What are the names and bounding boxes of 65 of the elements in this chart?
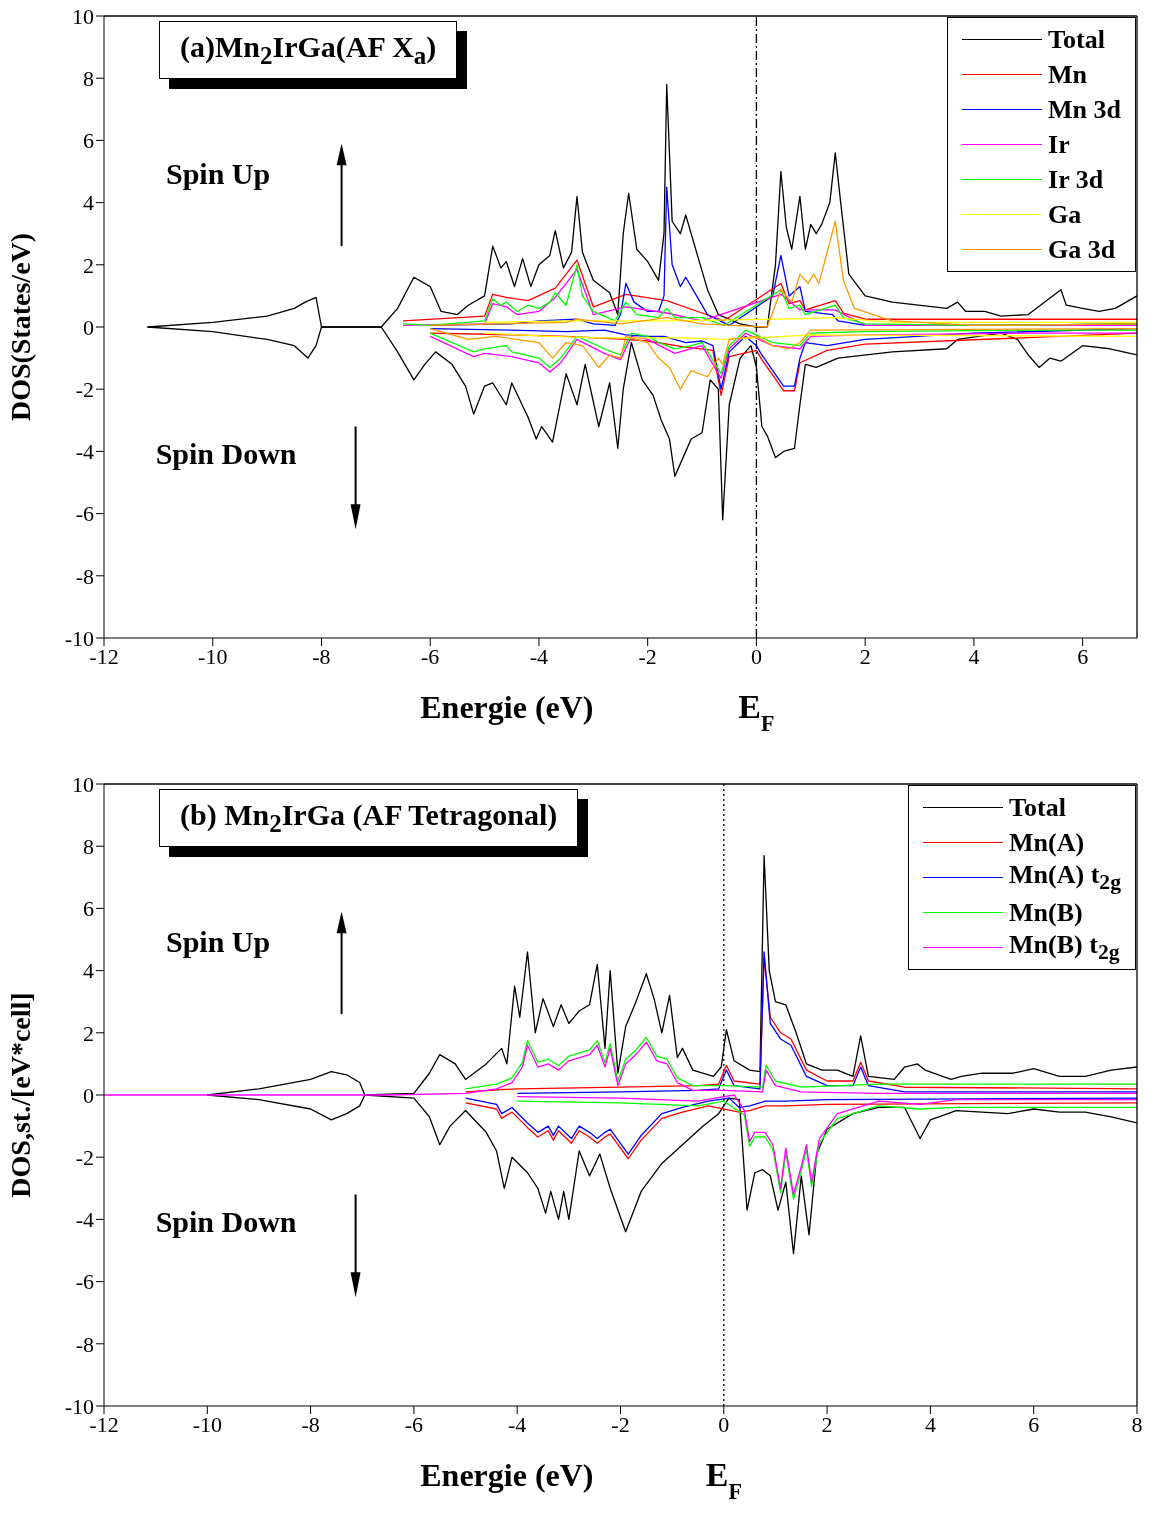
x-tick-label: 4 bbox=[968, 643, 980, 669]
y-tick-label: 6 bbox=[83, 128, 94, 154]
legend-label: Total bbox=[1048, 24, 1105, 55]
legend-label: Mn 3d bbox=[1048, 94, 1121, 125]
x-tick-label: -8 bbox=[312, 643, 331, 669]
y-axis-title: DOS(States/eV) bbox=[4, 232, 36, 422]
y-tick-label: -2 bbox=[75, 1145, 94, 1171]
legend-label: Mn(A) bbox=[1009, 827, 1085, 858]
x-tick-label: -2 bbox=[611, 1411, 630, 1437]
ref-line-label: E$_{F}$ bbox=[738, 688, 775, 736]
y-tick-label: -8 bbox=[75, 563, 94, 589]
text: (a)Mn$_{2}$IrGa(AF X$_{a}$) bbox=[159, 21, 458, 79]
text: (b) Mn$_{2}$IrGa (AF Tetragonal) bbox=[159, 789, 579, 847]
x-tick-label: -2 bbox=[638, 643, 657, 669]
x-tick-label: -10 bbox=[198, 643, 228, 669]
x-tick-label: 4 bbox=[924, 1411, 936, 1437]
y-tick-label: 0 bbox=[83, 314, 94, 340]
y-tick-label: 4 bbox=[83, 190, 94, 216]
y-tick-label: -10 bbox=[64, 1393, 94, 1419]
legend-label: Ga bbox=[1048, 199, 1082, 230]
x-tick-label: -4 bbox=[508, 1411, 527, 1437]
x-tick-label: -6 bbox=[421, 643, 440, 669]
y-tick-label: 4 bbox=[83, 958, 94, 984]
y-tick-label: -8 bbox=[75, 1331, 94, 1357]
y-tick-label: 2 bbox=[83, 252, 94, 278]
y-axis-title: DOS,st./[eV*cell] bbox=[4, 992, 36, 1198]
annotation: Spin Up bbox=[165, 924, 271, 958]
legend-label: Mn(B) t$_{2g}$ bbox=[1009, 929, 1120, 966]
x-tick-label: 2 bbox=[821, 1411, 833, 1437]
y-tick-label: -4 bbox=[75, 1207, 94, 1233]
y-tick-label: -2 bbox=[75, 377, 94, 403]
y-tick-label: 10 bbox=[72, 3, 94, 29]
x-tick-label: -10 bbox=[192, 1411, 222, 1437]
y-tick-label: 8 bbox=[83, 66, 94, 92]
y-tick-label: -4 bbox=[75, 439, 94, 465]
y-tick-label: 6 bbox=[83, 896, 94, 922]
legend-label: Ga 3d bbox=[1048, 234, 1116, 265]
x-tick-label: 6 bbox=[1077, 643, 1089, 669]
legend-label: Ir 3d bbox=[1048, 164, 1104, 195]
x-axis-title: Energie (eV) bbox=[420, 689, 594, 725]
legend-label: Mn bbox=[1048, 59, 1088, 90]
legend-label: Mn(B) bbox=[1009, 897, 1083, 928]
y-tick-label: -6 bbox=[75, 501, 94, 527]
annotation: Spin Down bbox=[155, 436, 297, 470]
x-tick-label: 6 bbox=[1028, 1411, 1040, 1437]
x-tick-label: 0 bbox=[750, 643, 762, 669]
y-tick-label: 2 bbox=[83, 1020, 94, 1046]
x-tick-label: -4 bbox=[529, 643, 549, 669]
y-tick-label: -6 bbox=[75, 1269, 94, 1295]
legend-label: Ir bbox=[1048, 129, 1070, 160]
x-tick-label: 8 bbox=[1131, 1411, 1143, 1437]
annotation: Spin Up bbox=[165, 156, 271, 190]
legend-label: Total bbox=[1009, 792, 1066, 823]
x-tick-label: -8 bbox=[301, 1411, 320, 1437]
y-tick-label: 0 bbox=[83, 1082, 94, 1108]
x-tick-label: 0 bbox=[718, 1411, 730, 1437]
y-tick-label: 10 bbox=[72, 771, 94, 797]
x-tick-label: -6 bbox=[404, 1411, 424, 1437]
ref-line-label: E$_{F}$ bbox=[705, 1456, 742, 1504]
annotation: Spin Down bbox=[155, 1204, 297, 1238]
y-tick-label: 8 bbox=[83, 834, 94, 860]
y-tick-label: -10 bbox=[64, 625, 94, 651]
x-axis-title: Energie (eV) bbox=[420, 1457, 594, 1493]
legend-label: Mn(A) t$_{2g}$ bbox=[1009, 859, 1121, 896]
x-tick-label: 2 bbox=[859, 643, 871, 669]
